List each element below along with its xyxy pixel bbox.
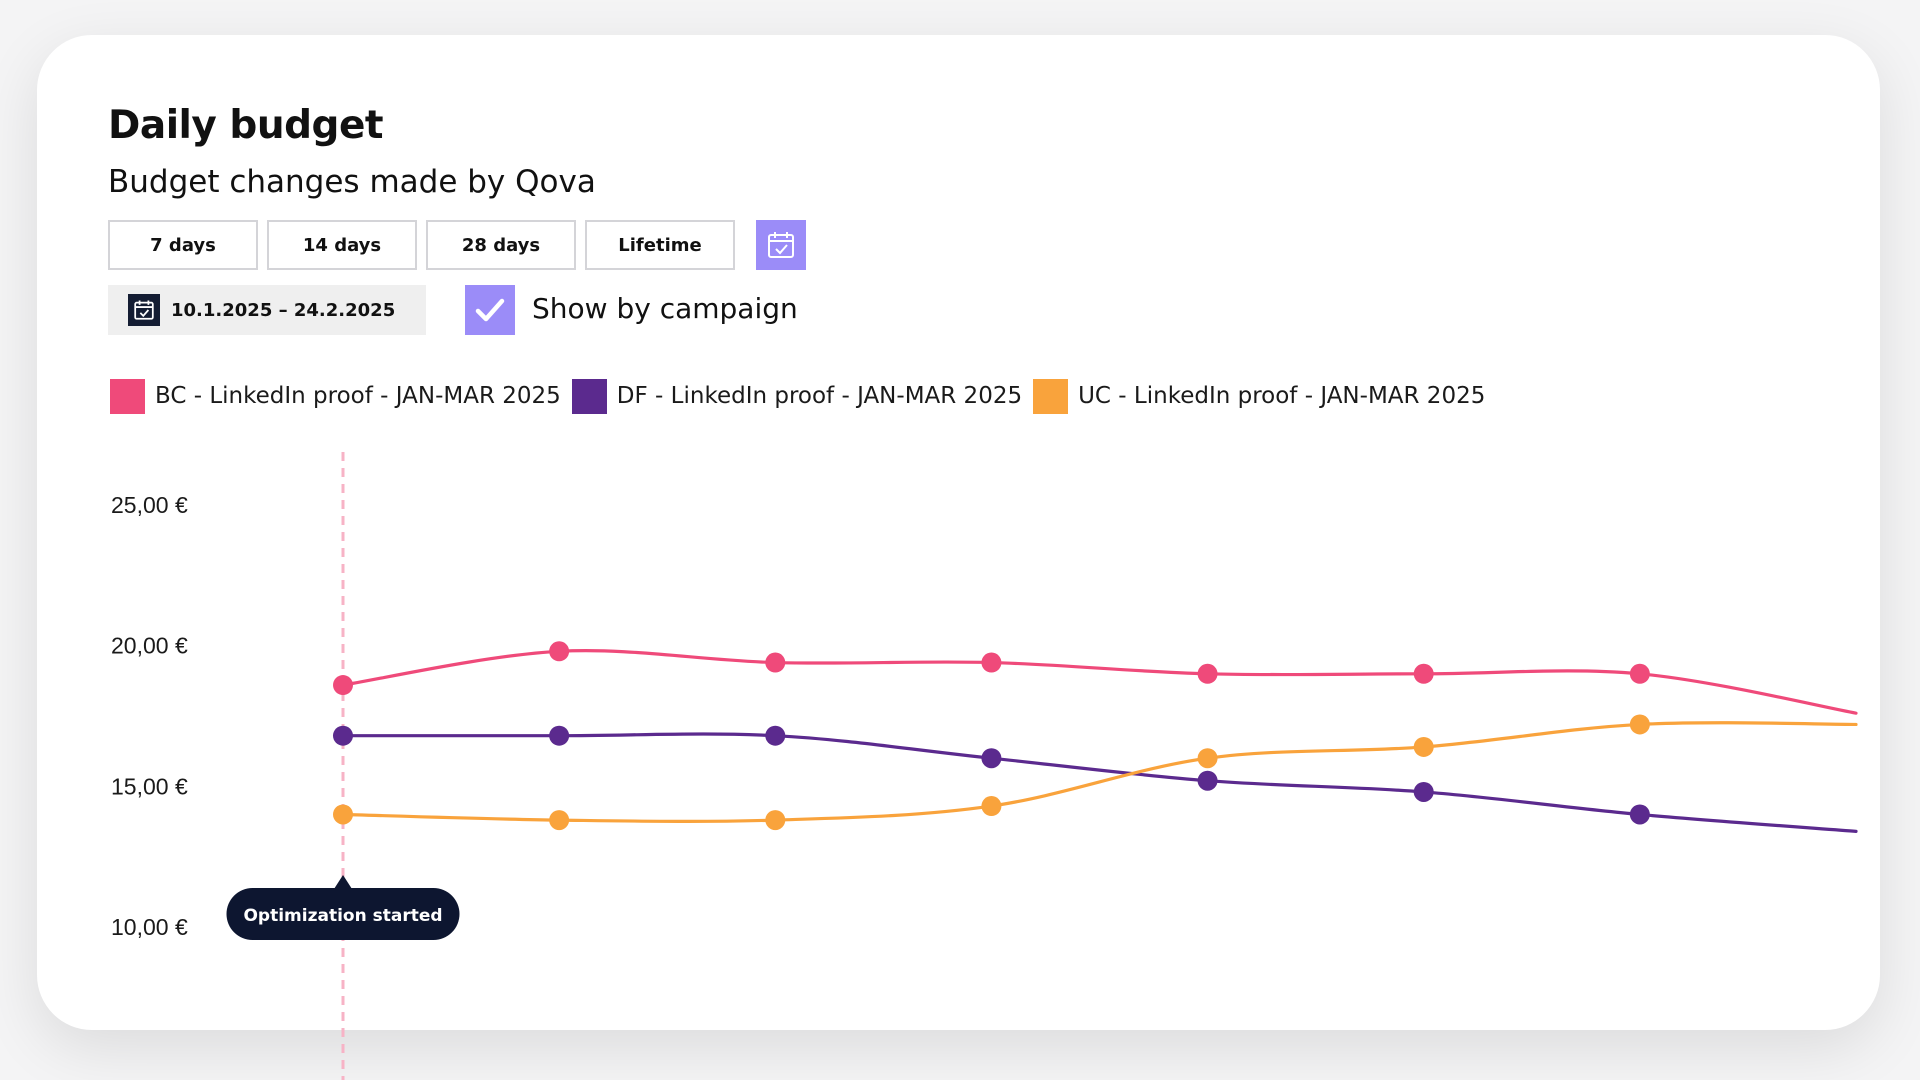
data-point xyxy=(765,652,786,673)
legend-item-bc[interactable]: BC - LinkedIn proof - JAN-MAR 2025 xyxy=(110,378,561,414)
data-point xyxy=(549,725,570,746)
series-line-1 xyxy=(341,649,1858,715)
legend-swatch-uc xyxy=(1033,378,1069,414)
chart-legend: BC - LinkedIn proof - JAN-MAR 2025 DF - … xyxy=(110,378,1496,414)
page-title: Daily budget xyxy=(108,103,384,148)
data-point xyxy=(1413,781,1434,802)
y-tick-label: 25,00 € xyxy=(111,492,188,518)
legend-item-uc[interactable]: UC - LinkedIn proof - JAN-MAR 2025 xyxy=(1033,378,1486,414)
data-point xyxy=(549,810,570,831)
y-tick-label: 10,00 € xyxy=(111,914,188,940)
data-point xyxy=(981,748,1002,769)
check-icon xyxy=(475,298,505,322)
data-point xyxy=(1629,663,1650,684)
data-point xyxy=(981,652,1002,673)
series-line-2 xyxy=(341,732,1858,833)
period-7-days-button[interactable]: 7 days xyxy=(108,220,258,270)
period-lifetime-button[interactable]: Lifetime xyxy=(585,220,735,270)
period-28-days-button[interactable]: 28 days xyxy=(426,220,576,270)
data-point xyxy=(981,796,1002,817)
show-by-campaign-checkbox[interactable] xyxy=(465,285,515,335)
annotation-tooltip xyxy=(226,888,460,940)
data-point xyxy=(333,725,353,746)
data-point xyxy=(765,725,786,746)
show-by-campaign-label: Show by campaign xyxy=(532,292,798,325)
data-point xyxy=(333,675,353,696)
y-tick-label: 20,00 € xyxy=(111,633,188,659)
date-range-chip[interactable]: 10.1.2025 – 24.2.2025 xyxy=(108,285,426,335)
legend-label-df: DF - LinkedIn proof - JAN-MAR 2025 xyxy=(616,383,1023,409)
date-range-label: 10.1.2025 – 24.2.2025 xyxy=(171,299,396,321)
data-point xyxy=(333,804,353,825)
annotation-tooltip-arrow xyxy=(334,875,352,889)
data-point xyxy=(1629,804,1650,825)
data-point xyxy=(1197,748,1218,769)
period-14-days-button[interactable]: 14 days xyxy=(267,220,417,270)
calendar-check-icon xyxy=(128,294,160,326)
series-line-3 xyxy=(341,721,1858,823)
legend-swatch-df xyxy=(571,378,607,414)
data-point xyxy=(1413,736,1434,757)
y-tick-label: 15,00 € xyxy=(111,773,188,799)
data-point xyxy=(549,641,570,662)
calendar-check-icon xyxy=(768,232,794,258)
data-point xyxy=(1197,770,1218,791)
data-point xyxy=(1197,663,1218,684)
legend-swatch-bc xyxy=(110,378,145,414)
page-subtitle: Budget changes made by Qova xyxy=(108,164,596,200)
legend-label-uc: UC - LinkedIn proof - JAN-MAR 2025 xyxy=(1078,383,1486,409)
calendar-button[interactable] xyxy=(756,220,806,270)
legend-label-bc: BC - LinkedIn proof - JAN-MAR 2025 xyxy=(155,383,561,409)
data-point xyxy=(1413,663,1434,684)
annotation-tooltip-label: Optimization started xyxy=(243,906,442,926)
data-point xyxy=(1629,714,1650,735)
legend-item-df[interactable]: DF - LinkedIn proof - JAN-MAR 2025 xyxy=(571,378,1023,414)
data-point xyxy=(765,810,786,831)
